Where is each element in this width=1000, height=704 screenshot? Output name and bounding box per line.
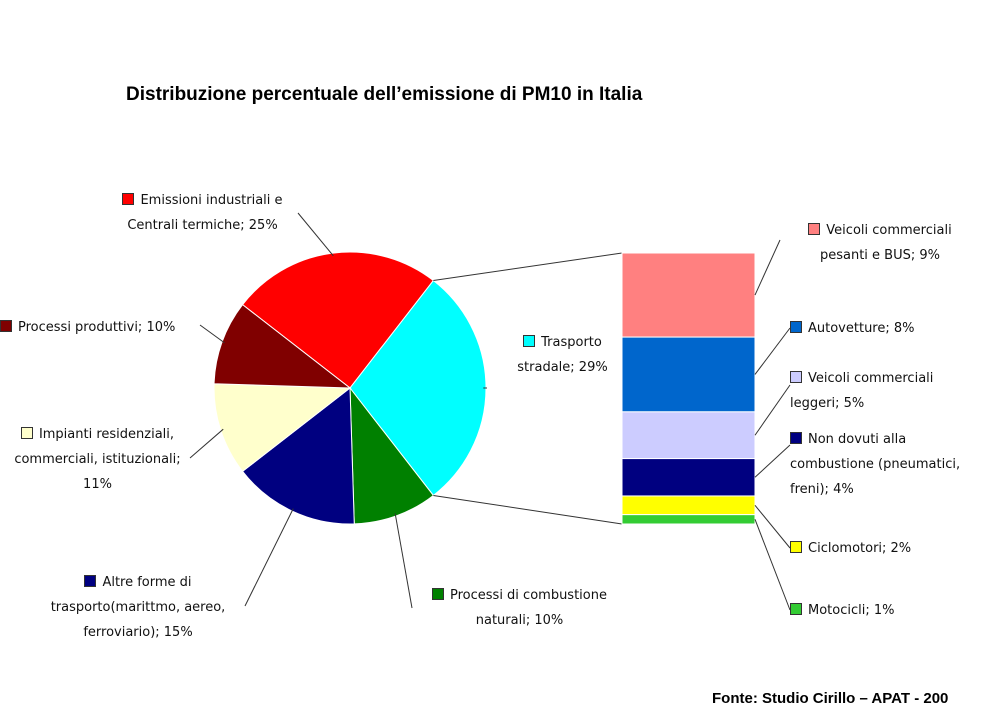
legend-key (523, 335, 536, 347)
leader-line (754, 504, 791, 549)
bar-segment (621, 495, 756, 516)
leader-line (199, 324, 225, 344)
label-text: Non dovuti alla combustione (pneumatici,… (790, 432, 961, 497)
legend-key (84, 575, 97, 587)
leader-line (754, 444, 791, 478)
label-text: Altre forme di trasporto(marittmo, aereo… (50, 575, 226, 640)
leader-line (754, 327, 791, 375)
pie-slice (241, 251, 435, 389)
leader-line (754, 384, 791, 436)
label-text: Processi produttivi; 10% (18, 320, 176, 335)
legend-key (432, 588, 444, 600)
label-text: Veicoli commerciali pesanti e BUS; 9% (819, 223, 952, 263)
leader-line (244, 508, 294, 607)
data-label: Trasporto stradale; 29% (505, 330, 620, 380)
connector (433, 252, 623, 282)
label-text: Autovetture; 8% (808, 321, 915, 336)
data-label: Veicoli commerciali pesanti e BUS; 9% (790, 218, 970, 268)
label-text: Motocicli; 1% (808, 603, 895, 618)
connector (433, 494, 623, 525)
label-text: Trasporto stradale; 29% (517, 335, 608, 375)
bar-segment (621, 252, 756, 338)
pie-slice (213, 303, 352, 389)
bar-segment (621, 458, 756, 497)
data-label: Processi di combustione naturali; 10% (412, 583, 627, 633)
data-label: Autovetture; 8% (790, 316, 970, 341)
legend-key (20, 427, 33, 439)
leader-line (394, 513, 413, 609)
leader-line (189, 428, 224, 459)
data-label: Motocicli; 1% (790, 598, 970, 623)
label-text: Ciclomotori; 2% (808, 541, 912, 556)
data-label: Emissioni industriali e Centrali termich… (95, 188, 310, 238)
legend-key (790, 603, 802, 615)
leader-line (754, 519, 791, 611)
legend-key (790, 541, 802, 553)
data-label: Processi produttivi; 10% (0, 315, 205, 340)
bar-segment (621, 411, 756, 460)
bar-segment (621, 514, 756, 525)
legend-key (790, 371, 802, 383)
label-text: Emissioni industriali e Centrali termich… (127, 193, 283, 233)
legend-key (790, 432, 802, 444)
legend-key (808, 223, 821, 235)
source-note: Fonte: Studio Cirillo – APAT - 200 (712, 690, 949, 704)
leader-line (754, 239, 781, 296)
legend-key (122, 193, 135, 205)
label-text: Veicoli commerciali leggeri; 5% (790, 371, 934, 411)
legend-key (790, 321, 802, 333)
data-label: Impianti residenziali, commerciali, isti… (0, 422, 195, 497)
label-text: Impianti residenziali, commerciali, isti… (14, 427, 181, 492)
pie-slice (213, 383, 352, 473)
data-label: Altre forme di trasporto(marittmo, aereo… (28, 570, 248, 645)
bar-segment (621, 336, 756, 413)
legend-key (0, 320, 12, 332)
leader-line (297, 212, 334, 257)
chart-title: Distribuzione percentuale dell’emissione… (126, 84, 643, 105)
data-label: Non dovuti alla combustione (pneumatici,… (790, 427, 970, 502)
data-label: Ciclomotori; 2% (790, 536, 970, 561)
label-text: Processi di combustione naturali; 10% (450, 588, 607, 628)
data-label: Veicoli commerciali leggeri; 5% (790, 366, 970, 416)
